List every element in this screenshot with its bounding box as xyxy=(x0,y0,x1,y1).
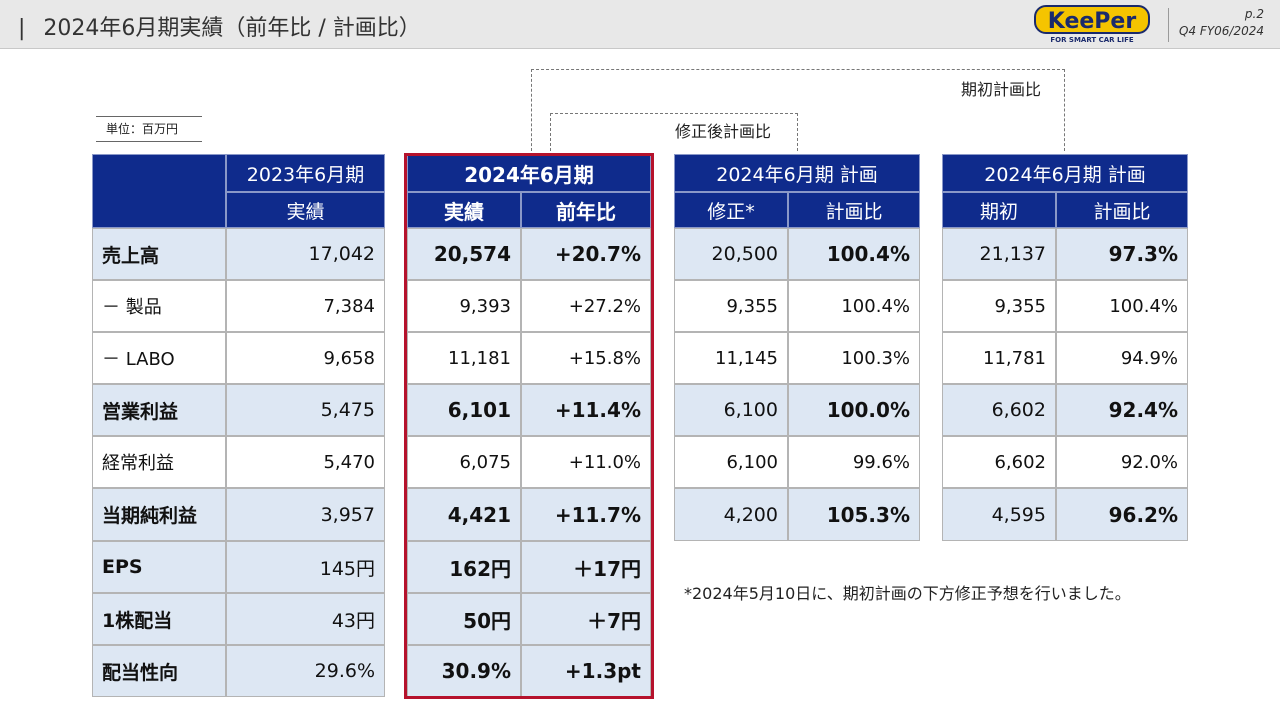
row-label: EPS xyxy=(92,541,226,593)
cur-yoy: +15.8% xyxy=(521,332,651,384)
slide-title-text: 2024年6月期実績（前年比 / 計画比） xyxy=(43,16,421,41)
prev-actual: 7,384 xyxy=(226,280,385,332)
header-ini-ratio: 計画比 xyxy=(1056,192,1188,228)
rev-ratio: 100.4% xyxy=(788,228,920,280)
rev-ratio: 100.0% xyxy=(788,384,920,436)
rev-ratio: 100.3% xyxy=(788,332,920,384)
page-number: p.2 xyxy=(1244,7,1264,21)
rev-plan: 9,355 xyxy=(674,280,788,332)
prev-actual: 5,475 xyxy=(226,384,385,436)
cur-yoy: +27.2% xyxy=(521,280,651,332)
rev-plan: 4,200 xyxy=(674,488,788,541)
cur-actual: 6,101 xyxy=(407,384,521,436)
initial-plan-bracket xyxy=(531,69,1065,151)
header-divider xyxy=(1168,8,1169,42)
header-ini-plan: 期初 xyxy=(942,192,1056,228)
prev-actual: 145円 xyxy=(226,541,385,593)
cur-yoy: ＋7円 xyxy=(521,593,651,645)
rev-plan: 20,500 xyxy=(674,228,788,280)
row-label: － 製品 xyxy=(92,280,226,332)
initial-plan-bracket-label: 期初計画比 xyxy=(958,76,1045,100)
revised-plan-bracket-label: 修正後計画比 xyxy=(672,118,775,142)
cur-actual: 162円 xyxy=(407,541,521,593)
prev-actual: 43円 xyxy=(226,593,385,645)
header-corner xyxy=(92,154,226,228)
cur-yoy: +20.7% xyxy=(521,228,651,280)
cur-actual: 30.9% xyxy=(407,645,521,697)
row-label: 売上高 xyxy=(92,228,226,280)
prev-actual: 17,042 xyxy=(226,228,385,280)
cur-actual: 11,181 xyxy=(407,332,521,384)
header-cur-period: 2024年6月期 xyxy=(407,154,651,192)
ini-plan: 11,781 xyxy=(942,332,1056,384)
row-label: 1株配当 xyxy=(92,593,226,645)
header-prev-actual: 実績 xyxy=(226,192,385,228)
row-label: 営業利益 xyxy=(92,384,226,436)
header-prev-period: 2023年6月期 xyxy=(226,154,385,192)
header-rev-plan: 修正* xyxy=(674,192,788,228)
footnote: *2024年5月10日に、期初計画の下方修正予想を行いました。 xyxy=(684,584,1131,603)
ini-plan: 9,355 xyxy=(942,280,1056,332)
ini-plan: 6,602 xyxy=(942,436,1056,488)
ini-ratio: 92.4% xyxy=(1056,384,1188,436)
ini-ratio: 100.4% xyxy=(1056,280,1188,332)
page-info: p.2 Q4 FY06/2024 xyxy=(1179,6,1264,40)
row-label: 経常利益 xyxy=(92,436,226,488)
prev-actual: 9,658 xyxy=(226,332,385,384)
ini-ratio: 97.3% xyxy=(1056,228,1188,280)
header-cur-yoy: 前年比 xyxy=(521,192,651,228)
rev-plan: 6,100 xyxy=(674,436,788,488)
cur-actual: 6,075 xyxy=(407,436,521,488)
cur-actual: 50円 xyxy=(407,593,521,645)
cur-actual: 9,393 xyxy=(407,280,521,332)
ini-ratio: 92.0% xyxy=(1056,436,1188,488)
row-label: － LABO xyxy=(92,332,226,384)
prev-actual: 5,470 xyxy=(226,436,385,488)
ini-plan: 4,595 xyxy=(942,488,1056,541)
svg-text:FOR SMART CAR LIFE: FOR SMART CAR LIFE xyxy=(1050,36,1134,44)
fiscal-period: Q4 FY06/2024 xyxy=(1179,24,1264,38)
rev-plan: 6,100 xyxy=(674,384,788,436)
revised-plan-bracket xyxy=(550,113,798,151)
prev-actual: 29.6% xyxy=(226,645,385,697)
header-cur-actual: 実績 xyxy=(407,192,521,228)
header-rev-ratio: 計画比 xyxy=(788,192,920,228)
row-label: 当期純利益 xyxy=(92,488,226,541)
slide-header: | 2024年6月期実績（前年比 / 計画比） KeePer FOR SMART … xyxy=(0,0,1280,49)
ini-ratio: 94.9% xyxy=(1056,332,1188,384)
header-ini-period: 2024年6月期 計画 xyxy=(942,154,1188,192)
unit-label: 単位：百万円 xyxy=(96,116,202,142)
cur-yoy: +11.4% xyxy=(521,384,651,436)
title-bar-icon: | xyxy=(18,16,26,41)
cur-yoy: +1.3pt xyxy=(521,645,651,697)
ini-plan: 6,602 xyxy=(942,384,1056,436)
cur-yoy: +11.7% xyxy=(521,488,651,541)
ini-plan: 21,137 xyxy=(942,228,1056,280)
header-rev-period: 2024年6月期 計画 xyxy=(674,154,920,192)
row-label: 配当性向 xyxy=(92,645,226,697)
cur-yoy: ＋17円 xyxy=(521,541,651,593)
svg-text:KeePer: KeePer xyxy=(1048,9,1137,34)
rev-ratio: 105.3% xyxy=(788,488,920,541)
slide-title: | 2024年6月期実績（前年比 / 計画比） xyxy=(18,10,421,42)
cur-yoy: +11.0% xyxy=(521,436,651,488)
cur-actual: 4,421 xyxy=(407,488,521,541)
rev-ratio: 99.6% xyxy=(788,436,920,488)
rev-plan: 11,145 xyxy=(674,332,788,384)
prev-actual: 3,957 xyxy=(226,488,385,541)
cur-actual: 20,574 xyxy=(407,228,521,280)
rev-ratio: 100.4% xyxy=(788,280,920,332)
keeper-logo: KeePer FOR SMART CAR LIFE xyxy=(1034,5,1150,44)
ini-ratio: 96.2% xyxy=(1056,488,1188,541)
